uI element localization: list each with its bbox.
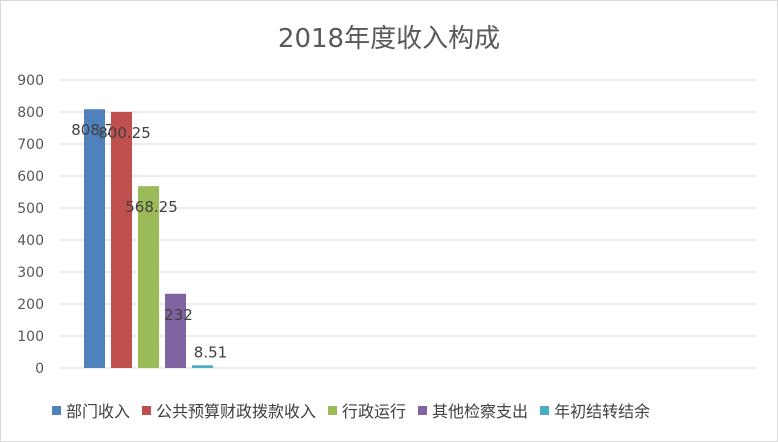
y-tick-label: 300 xyxy=(17,265,44,281)
bar xyxy=(138,186,159,368)
legend-item: 其他检察支出 xyxy=(418,398,528,422)
legend-swatch xyxy=(418,405,428,415)
legend-item: 公共预算财政拨款收入 xyxy=(142,398,316,422)
bar xyxy=(111,111,132,369)
y-tick-label: 500 xyxy=(17,201,44,217)
chart-legend: 部门收入 公共预算财政拨款收入 行政运行 其他检察支出 年初结转结余 xyxy=(52,398,662,422)
y-tick-label: 900 xyxy=(17,73,44,89)
legend-label: 公共预算财政拨款收入 xyxy=(156,402,317,421)
data-label: 232 xyxy=(164,306,193,324)
legend-swatch xyxy=(540,405,550,415)
y-tick-label: 100 xyxy=(17,329,44,345)
y-tick-label: 0 xyxy=(35,361,44,377)
legend-item: 行政运行 xyxy=(328,398,406,422)
legend-item: 部门收入 xyxy=(52,398,130,422)
data-label: 808.76 xyxy=(71,121,124,139)
legend-swatch xyxy=(328,405,338,415)
y-tick-label: 800 xyxy=(17,105,44,121)
y-tick-label: 200 xyxy=(17,297,44,313)
bar xyxy=(192,365,213,368)
y-tick-label: 400 xyxy=(17,233,44,249)
data-label: 800.25 xyxy=(98,124,151,142)
legend-swatch xyxy=(52,405,61,415)
data-label: 568.25 xyxy=(125,198,178,216)
legend-label: 部门收入 xyxy=(66,402,131,421)
legend-item: 年初结转结余 xyxy=(540,398,650,422)
y-tick-label: 600 xyxy=(17,169,44,185)
chart-title: 2018年度收入构成 xyxy=(277,24,501,54)
legend-label: 行政运行 xyxy=(342,402,407,421)
legend-swatch xyxy=(142,405,152,415)
data-label: 8.51 xyxy=(194,343,227,361)
legend-label: 其他检察支出 xyxy=(432,402,529,421)
legend-label: 年初结转结余 xyxy=(554,402,651,421)
bar xyxy=(165,293,186,368)
bar xyxy=(84,109,105,368)
y-tick-label: 700 xyxy=(17,137,44,153)
